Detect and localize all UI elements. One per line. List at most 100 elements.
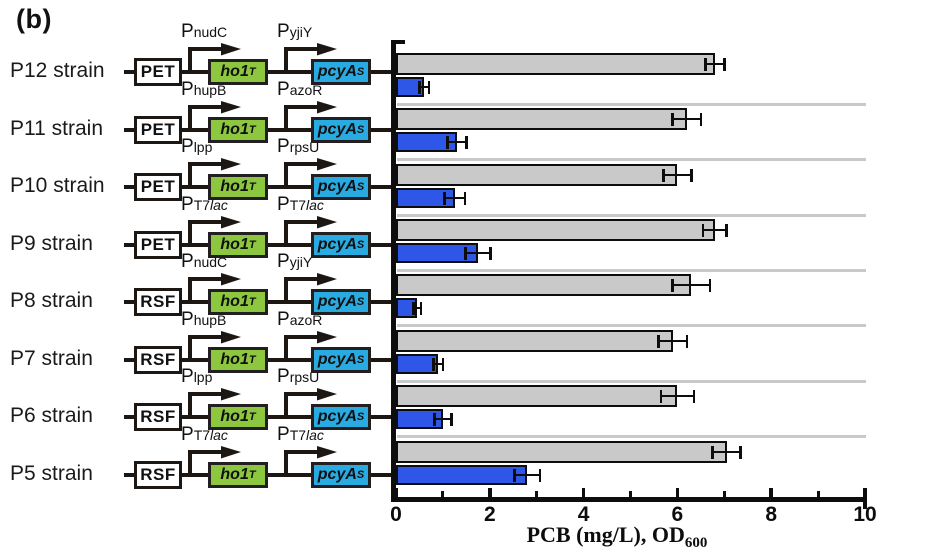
group-separator (397, 269, 866, 272)
promoter-label-ho1: Plpp (181, 367, 213, 386)
promoter-prefix: P (181, 21, 194, 42)
od600-bar-P5 (396, 441, 727, 463)
gene-name: ho1 (220, 408, 249, 425)
promoter-name: T7 (193, 197, 211, 213)
plasmid-backbone-box: RSF (134, 288, 182, 316)
error-bar-cap (489, 246, 492, 260)
pcyA-gene-box: pcyA S (311, 174, 371, 200)
promoter-label-ho1: PT7lac (181, 424, 228, 445)
error-bar-cap (441, 357, 445, 371)
error-bar-cap (659, 389, 663, 403)
error-bar-cap (699, 112, 703, 126)
promoter-name: yjiY (289, 24, 313, 40)
error-bar (672, 117, 701, 121)
error-bar (433, 362, 443, 366)
strain-label-p9: P9 strain (10, 232, 93, 255)
x-tick-label: 0 (390, 503, 402, 526)
error-bar-cap (690, 168, 693, 182)
ho1-gene-box: ho1 T (208, 174, 268, 200)
x-major-tick (394, 488, 398, 497)
gene-name: ho1 (220, 236, 249, 253)
ho1-gene-box: ho1 T (208, 232, 268, 258)
gene-name: ho1 (220, 293, 249, 310)
pcyA-gene-box: pcyA S (311, 462, 371, 488)
error-bar-cap (432, 357, 435, 371)
promoter-prefix: P (277, 136, 290, 157)
plasmid-backbone-box: RSF (134, 346, 182, 374)
promoter-label-ho1: PhupB (181, 80, 227, 99)
gene-name: pcyA (317, 293, 357, 310)
error-bar-cap (465, 135, 468, 149)
promoter-name: nudC (193, 254, 228, 270)
error-bar-cap (427, 80, 431, 94)
error-bar-cap (671, 278, 674, 292)
gene-name: pcyA (317, 63, 357, 80)
promoter-name: yjiY (289, 254, 313, 270)
promoter-label-pcyA: PT7lac (277, 425, 324, 444)
promoter-name: hupB (193, 312, 227, 328)
error-bar-cap (657, 334, 660, 348)
promoter-label-pcyA: PT7lac (277, 194, 324, 215)
promoter-name: rpsU (289, 139, 320, 155)
error-bar-cap (433, 412, 436, 426)
pcb-bar-P5 (396, 465, 527, 485)
promoter-arrow-icon (284, 388, 337, 419)
gene-name: pcyA (317, 408, 357, 425)
promoter-arrow-icon (284, 43, 337, 74)
promoter-label-pcyA: PyjiY (277, 252, 313, 271)
error-bar (712, 450, 741, 454)
promoter-label-pcyA: PrpsU (277, 366, 320, 387)
gene-name: pcyA (317, 351, 357, 368)
promoter-arrow-icon (284, 101, 337, 132)
promoter-arrow-icon (284, 446, 337, 477)
promoter-label-pcyA: PazoR (277, 310, 322, 329)
error-bar-cap (704, 57, 707, 71)
promoter-prefix: P (181, 424, 194, 445)
od600-bar-P7 (396, 330, 673, 352)
error-bar (672, 283, 711, 287)
promoter-arrow-icon (284, 273, 337, 304)
error-bar-cap (446, 135, 449, 149)
gene-name: ho1 (220, 121, 249, 138)
x-tick-label: 4 (577, 503, 590, 526)
error-bar-cap (725, 223, 728, 237)
group-separator (397, 380, 866, 383)
pcyA-gene-box: pcyA S (311, 232, 371, 258)
group-separator (397, 324, 866, 327)
gene-name: pcyA (317, 121, 357, 138)
promoter-label-ho1: Plpp (181, 137, 212, 156)
od600-bar-P10 (396, 164, 677, 186)
promoter-prefix: P (277, 194, 290, 215)
ho1-gene-box: ho1 T (208, 347, 268, 373)
error-bar-cap (685, 334, 689, 348)
promoter-label-ho1: PhupB (181, 310, 227, 329)
pcyA-gene-box: pcyA S (311, 289, 371, 315)
error-bar-cap (450, 412, 453, 426)
error-bar-cap (538, 468, 542, 482)
x-minor-tick (816, 491, 820, 497)
gene-name: pcyA (317, 466, 357, 483)
promoter-name-italic: lac (306, 197, 324, 213)
plasmid-backbone-box: PET (134, 231, 182, 259)
x-minor-tick (441, 491, 445, 497)
promoter-name: lpp (193, 369, 213, 385)
promoter-name-italic: lac (306, 427, 324, 443)
promoter-name: rpsU (289, 369, 320, 385)
error-bar (465, 251, 491, 255)
promoter-arrow-icon (188, 273, 241, 304)
pcyA-gene-box: pcyA S (311, 117, 371, 143)
group-separator (397, 435, 866, 438)
error-bar (658, 339, 687, 343)
promoter-name: T7 (289, 427, 307, 443)
promoter-prefix: P (277, 366, 290, 387)
y-axis-top-tick (391, 40, 405, 44)
x-major-tick (863, 488, 867, 497)
error-bar (447, 140, 467, 144)
error-bar-cap (692, 389, 696, 403)
strain-label-p5: P5 strain (10, 462, 93, 485)
x-axis-title-subscript: 600 (684, 535, 708, 551)
promoter-name: hupB (193, 82, 227, 98)
promoter-name: T7 (193, 427, 211, 443)
promoter-arrow-icon (284, 158, 337, 189)
